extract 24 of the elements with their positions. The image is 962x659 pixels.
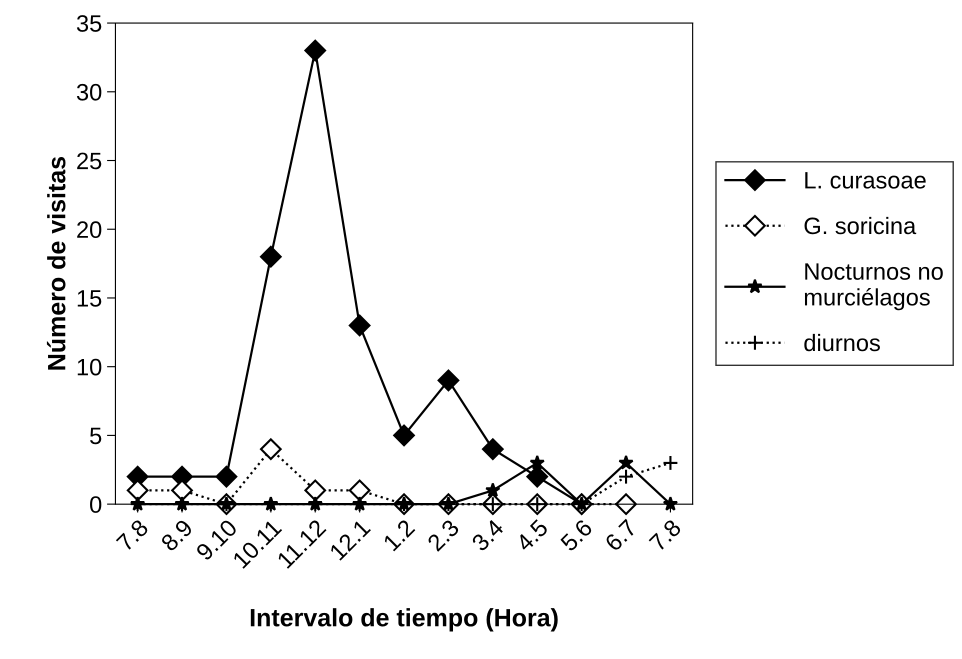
- legend-label: diurnos: [804, 334, 880, 352]
- y-tick-label: 15: [78, 290, 102, 307]
- x-tick-label: 1.2: [382, 518, 416, 552]
- x-axis-title: Intervalo de tiempo (Hora): [250, 608, 558, 632]
- x-tick-label: 3.4: [470, 518, 505, 552]
- x-tick-label: 6.7: [604, 518, 638, 552]
- x-tick-label: 12.1: [328, 518, 371, 561]
- y-tick-label: 25: [77, 152, 102, 170]
- legend-label: Nocturnos no murciélagos: [804, 263, 943, 310]
- x-tick-label: 4.5: [515, 518, 549, 552]
- legend-label: G. soricina: [804, 216, 916, 234]
- y-tick-label: 35: [76, 15, 102, 32]
- y-tick-label: 20: [77, 221, 102, 238]
- x-tick-label: 7.8: [116, 518, 150, 552]
- y-axis-title: Número de visitas: [46, 156, 66, 370]
- legend-label: L. curasoae: [805, 172, 926, 189]
- y-tick-label: 30: [76, 84, 102, 101]
- y-tick-label: 5: [90, 428, 102, 444]
- x-tick-label: 2.3: [426, 518, 460, 552]
- y-tick-label: 0: [90, 496, 102, 513]
- x-tick-label: 5.6: [560, 518, 594, 552]
- x-tick-label: 8.9: [160, 518, 194, 552]
- y-tick-label: 10: [78, 358, 102, 376]
- x-tick-label: 7.8: [648, 518, 682, 552]
